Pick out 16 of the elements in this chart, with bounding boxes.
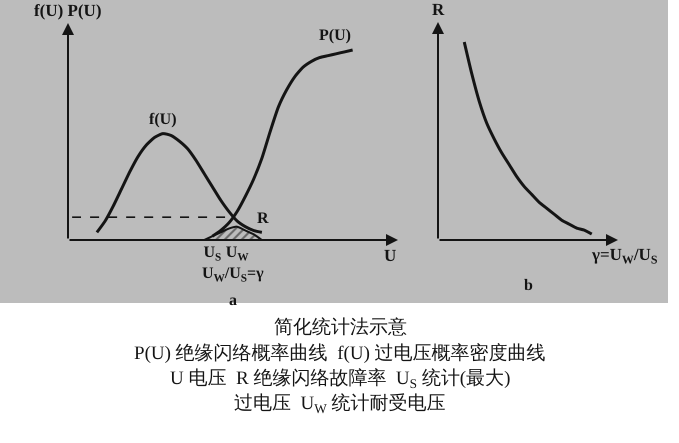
x-axis-title: γ=U$_{W}$/U$_{S}$ [591, 245, 658, 267]
series-label: R [257, 210, 269, 227]
text: b [524, 277, 533, 294]
x-axis-title: U [384, 246, 396, 265]
text: a [229, 292, 237, 309]
y-axis-title: f(U) P(U) [34, 1, 102, 20]
text: 简化统计法示意 [274, 317, 407, 338]
x-tick-label: U$_{W}$ [226, 244, 250, 264]
x-tick-label: U$_{S}$ [203, 244, 222, 264]
text: U$_{W}$/U$_{S}$=γ [202, 265, 264, 284]
text: 过电压 U$_{W}$ 统计耐受电压 [234, 393, 446, 416]
text: U 电压 R 绝缘闪络故障率 U$_{S}$ 统计(最大) [170, 367, 510, 391]
text: P(U) 绝缘闪络概率曲线 f(U) 过电压概率密度曲线 [134, 342, 546, 364]
series-label: f(U) [149, 111, 177, 128]
y-axis-title: R [432, 0, 445, 19]
series-label: P(U) [319, 27, 351, 44]
